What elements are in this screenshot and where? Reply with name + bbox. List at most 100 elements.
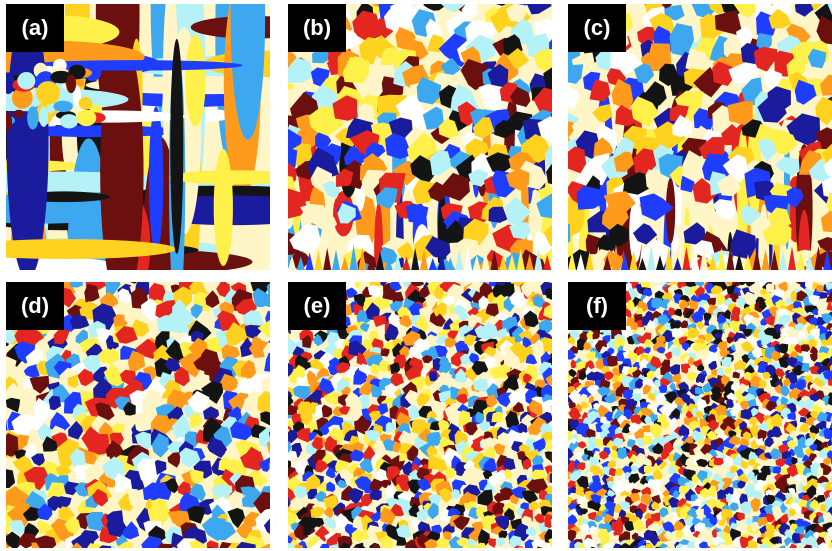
grain: [737, 270, 750, 281]
grain: [268, 346, 285, 363]
grain: [170, 170, 297, 184]
grain: [781, 271, 789, 279]
grain: [558, 316, 570, 328]
grain: [478, 271, 491, 283]
grain: [170, 39, 183, 254]
grain: [559, 425, 569, 437]
grain: [77, 110, 97, 126]
panel-label: (f): [586, 293, 608, 318]
panel-label: (d): [21, 293, 49, 318]
grain: [276, 533, 288, 549]
grain: [557, 443, 566, 452]
grain: [552, 276, 569, 292]
grain: [563, 249, 589, 274]
grain: [273, 433, 288, 446]
grain: [551, 515, 565, 529]
grain: [348, 269, 359, 282]
grain: [559, 355, 567, 364]
panel-label: (e): [304, 293, 331, 318]
grain: [627, 273, 637, 281]
grain: [278, 304, 289, 316]
grain: [0, 432, 5, 448]
grain: [0, 453, 4, 472]
grain: [79, 97, 93, 110]
grain: [558, 531, 568, 540]
grain: [558, 328, 567, 337]
grain: [269, 423, 287, 442]
grain: [735, 271, 743, 280]
grain: [100, 37, 143, 306]
grain: [746, 275, 757, 283]
grain: [559, 369, 568, 379]
grain: [272, 365, 287, 380]
grain: [552, 365, 564, 376]
grain: [278, 456, 289, 466]
grain: [577, 271, 588, 281]
panel-label: (b): [303, 15, 331, 40]
grain: [303, 526, 310, 535]
grain: [553, 297, 562, 309]
grain: [275, 373, 288, 388]
grain: [275, 282, 285, 293]
grain: [560, 341, 569, 349]
panel-label: (c): [584, 15, 611, 40]
grain: [805, 279, 813, 288]
grain: [806, 273, 816, 282]
grain: [617, 448, 627, 460]
grain: [664, 270, 676, 283]
grain: [555, 527, 565, 536]
grain: [158, 544, 173, 551]
grain: [0, 354, 6, 372]
grain: [552, 318, 561, 329]
grain: [271, 334, 289, 351]
grain: [579, 0, 599, 4]
grain: [561, 313, 569, 322]
grain: [274, 517, 285, 528]
grain: [69, 272, 83, 288]
grain: [386, 270, 400, 282]
grain: [766, 475, 776, 485]
grain: [559, 344, 569, 354]
grain: [312, 269, 323, 281]
grain: [276, 495, 288, 507]
grain: [691, 269, 700, 278]
grain: [577, 186, 602, 210]
grain: [0, 314, 4, 326]
grain: [27, 106, 38, 129]
grain: [269, 457, 286, 478]
grain: [557, 273, 566, 281]
grain: [544, 514, 556, 528]
grain: [818, 400, 826, 408]
grain: [555, 378, 570, 393]
grain: [0, 487, 2, 507]
grain: [270, 475, 286, 492]
grain: [557, 414, 566, 422]
grain: [596, 274, 604, 281]
grain: [556, 392, 567, 402]
grain: [560, 548, 569, 551]
grain: [0, 327, 1, 340]
grain: [556, 430, 566, 441]
grain: [17, 72, 35, 90]
grain: [766, 283, 775, 293]
grain: [66, 74, 76, 93]
grain: [557, 289, 567, 301]
grain: [553, 503, 563, 513]
grain: [558, 453, 566, 463]
grain: [149, 106, 164, 253]
grain: [473, 379, 489, 392]
grain: [272, 417, 287, 428]
grain: [36, 81, 60, 104]
grain: [273, 271, 284, 280]
figure: (a)(b)(c)(d)(e)(f): [0, 0, 832, 551]
grain: [686, 548, 695, 551]
grain: [818, 271, 829, 282]
grain: [559, 446, 569, 455]
grain: [60, 114, 78, 128]
grain: [556, 494, 569, 504]
grain: [556, 440, 569, 451]
grain: [617, 274, 626, 283]
grain: [553, 329, 562, 339]
grain: [214, 149, 233, 266]
grain: [272, 282, 289, 297]
